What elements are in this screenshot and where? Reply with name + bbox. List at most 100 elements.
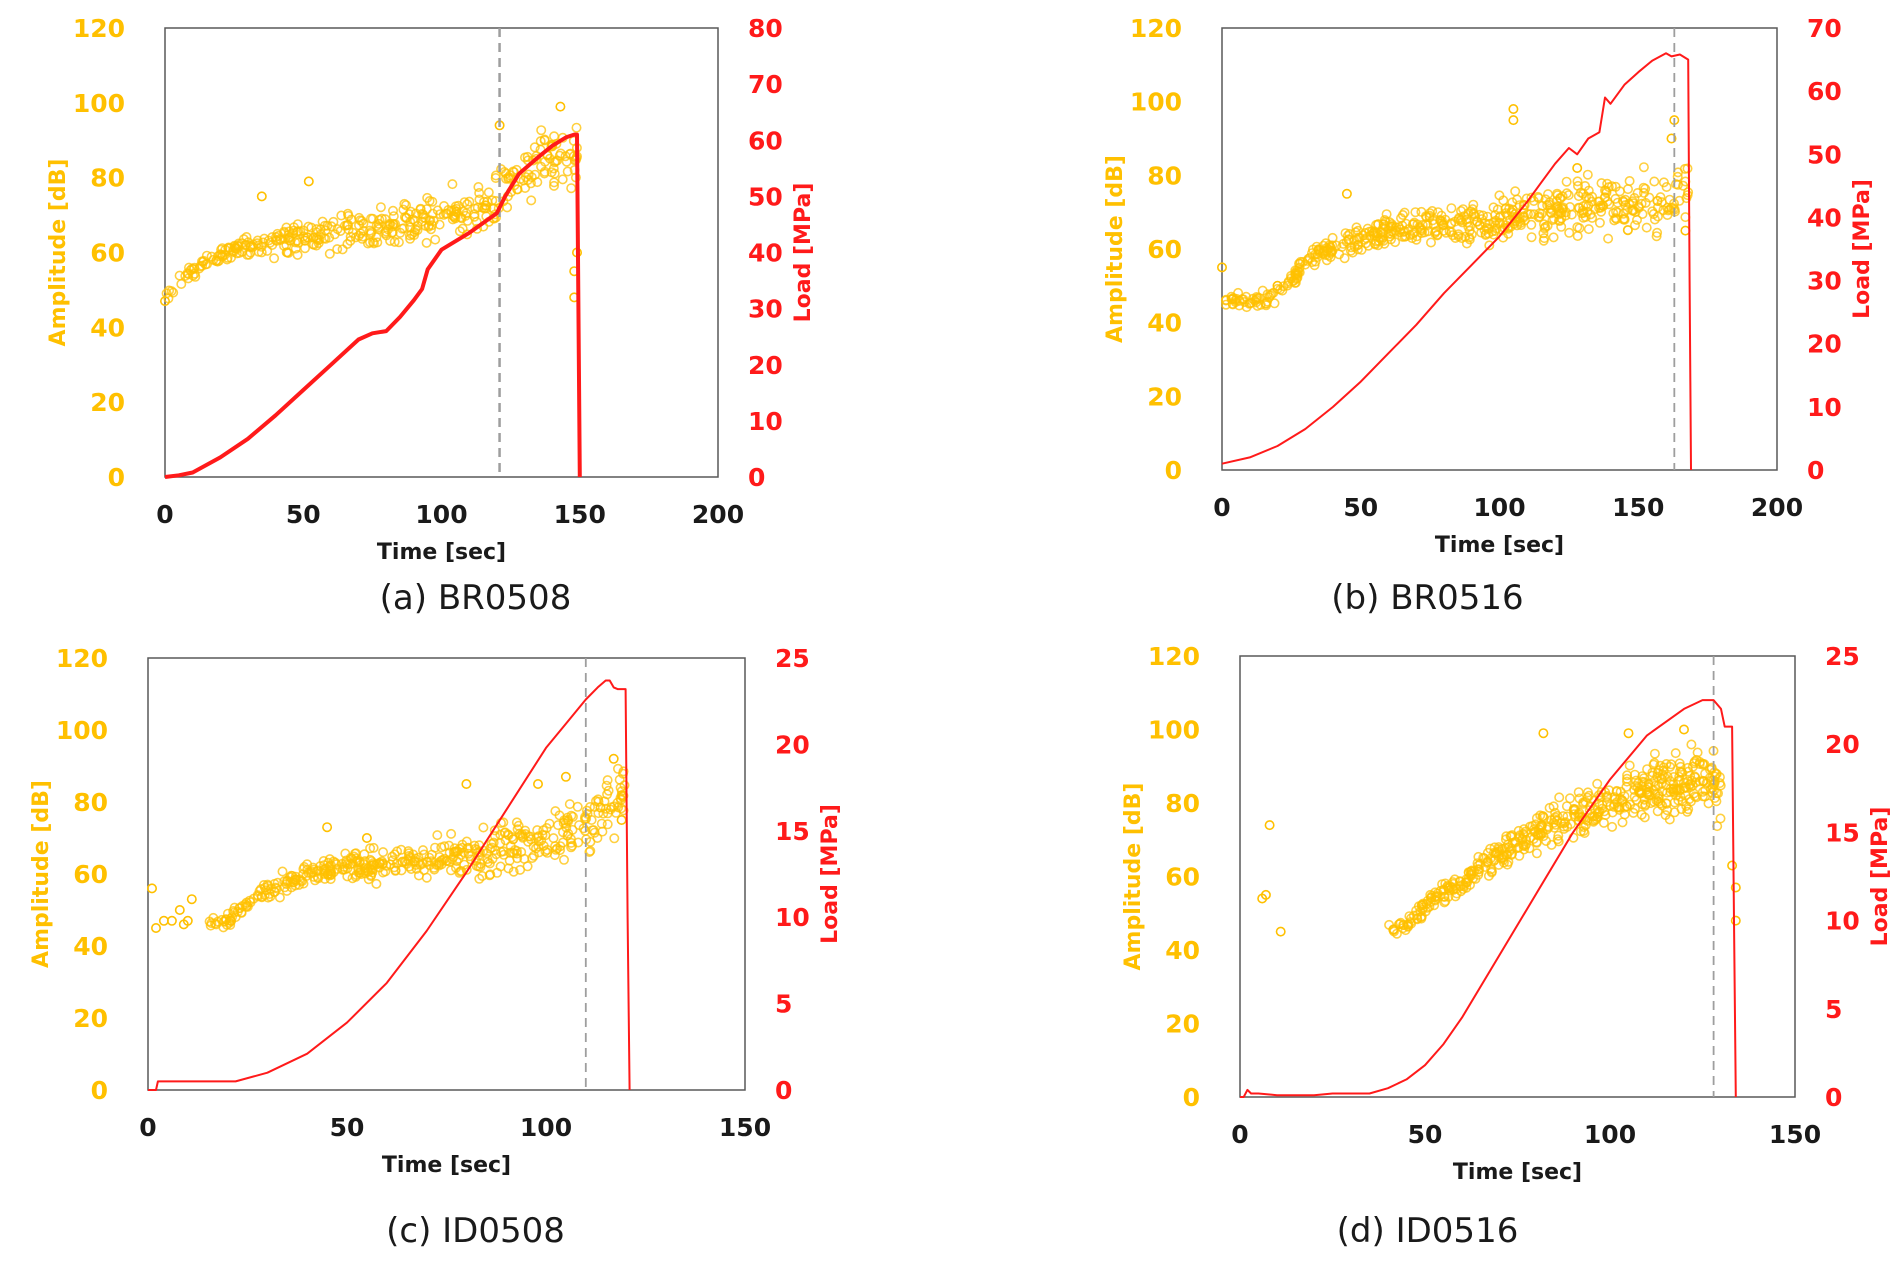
amplitude-point [1692, 747, 1703, 758]
amplitude-point [409, 215, 420, 226]
y-left-tick-label: 0 [91, 1076, 108, 1105]
amplitude-point [421, 237, 432, 248]
amplitude-point [1580, 181, 1591, 192]
x-axis-title: Time [sec] [1453, 1160, 1582, 1185]
amplitude-point [549, 177, 560, 188]
amplitude-point [1538, 728, 1549, 739]
y-right-tick-label: 50 [1807, 140, 1842, 169]
x-tick-label: 150 [554, 500, 606, 529]
amplitude-point [1278, 281, 1289, 292]
amplitude-point [534, 847, 545, 858]
amplitude-point [1607, 821, 1618, 832]
amplitude-point [1603, 233, 1614, 244]
amplitude-point [1397, 231, 1408, 242]
amplitude-point [1582, 787, 1593, 798]
amplitude-point [446, 828, 457, 839]
amplitude-point [1638, 182, 1649, 193]
amplitude-point [1526, 192, 1537, 203]
amplitude-point [408, 849, 419, 860]
amplitude-point [489, 831, 500, 842]
plot-frame [1239, 655, 1796, 1098]
y-left-tick-label: 40 [1147, 309, 1182, 338]
amplitude-point [1494, 846, 1505, 857]
y-right-axis-title: Load [MPa] [818, 804, 843, 944]
x-tick-label: 200 [692, 500, 744, 529]
amplitude-point [1266, 288, 1277, 299]
amplitude-point [396, 865, 407, 876]
amplitude-point [380, 226, 391, 237]
amplitude-point [1580, 191, 1591, 202]
amplitude-point [1632, 188, 1643, 199]
amplitude-point [1521, 839, 1532, 850]
chart-panel-d: 0 50 100 150 0 20 40 60 80 100 120 0 5 10 15 20 25 Time [… [952, 633, 1903, 1266]
amplitude-point [288, 228, 299, 239]
amplitude-point [1297, 256, 1308, 267]
y-right-tick-label: 0 [775, 1076, 792, 1105]
amplitude-point [1730, 882, 1741, 893]
y-left-tick-label: 60 [1147, 235, 1182, 264]
amplitude-point [342, 859, 353, 870]
amplitude-point [389, 849, 400, 860]
amplitude-point [1275, 926, 1286, 937]
amplitude-point [302, 232, 313, 243]
amplitude-point [368, 858, 379, 869]
x-tick-label: 100 [415, 500, 467, 529]
amplitude-point [206, 918, 217, 929]
amplitude-point [522, 151, 533, 162]
amplitude-point [1227, 299, 1238, 310]
amplitude-point [1542, 189, 1553, 200]
amplitude-point [566, 842, 577, 853]
amplitude-point [1550, 807, 1561, 818]
amplitude-point [1455, 215, 1466, 226]
amplitude-point [350, 871, 361, 882]
amplitude-point [1312, 252, 1323, 263]
amplitude-point [1631, 775, 1642, 786]
y-left-tick-label: 80 [90, 164, 125, 193]
amplitude-point [400, 856, 411, 867]
chart-panel-a: 0 50 100 150 200 0 20 40 60 80 100 120 0 10 20 30 40 50 60… [0, 0, 951, 633]
amplitude-point [484, 870, 495, 881]
amplitude-point [1675, 761, 1686, 772]
amplitude-point [557, 174, 568, 185]
x-tick-label: 50 [1343, 493, 1378, 522]
amplitude-point [1528, 834, 1539, 845]
amplitude-point [566, 183, 577, 194]
amplitude-point [616, 815, 627, 826]
y-left-tick-label: 40 [73, 932, 108, 961]
amplitude-point [618, 805, 629, 816]
x-tick-label: 100 [1584, 1120, 1636, 1149]
amplitude-point [472, 202, 483, 213]
amplitude-point [593, 796, 604, 807]
amplitude-point [1572, 231, 1583, 242]
y-right-tick-label: 70 [748, 70, 783, 99]
amplitude-point [455, 866, 466, 877]
amplitude-point [1666, 133, 1677, 144]
amplitude-point [503, 863, 514, 874]
amplitude-point [571, 122, 582, 133]
amplitude-point [596, 818, 607, 829]
amplitude-point [368, 238, 379, 249]
amplitude-point [418, 212, 429, 223]
amplitude-series [160, 101, 582, 307]
amplitude-point [1439, 897, 1450, 908]
amplitude-point [1473, 864, 1484, 875]
amplitude-point [1300, 259, 1311, 270]
y-left-tick-label: 40 [90, 313, 125, 342]
amplitude-point [1290, 267, 1301, 278]
amplitude-point [527, 853, 538, 864]
amplitude-point [1631, 214, 1642, 225]
amplitude-point [1621, 776, 1632, 787]
amplitude-point [1319, 245, 1330, 256]
amplitude-point [1627, 205, 1638, 216]
y-right-tick-label: 20 [1807, 330, 1842, 359]
amplitude-point [224, 917, 235, 928]
y-left-tick-label: 20 [90, 388, 125, 417]
amplitude-point [1561, 188, 1572, 199]
amplitude-point [252, 235, 263, 246]
amplitude-point [1416, 225, 1427, 236]
amplitude-point [1672, 167, 1683, 178]
amplitude-point [245, 247, 256, 258]
chart-a: 0 50 100 150 2000204060801001200102030405060… [46, 14, 816, 565]
amplitude-point [380, 866, 391, 877]
